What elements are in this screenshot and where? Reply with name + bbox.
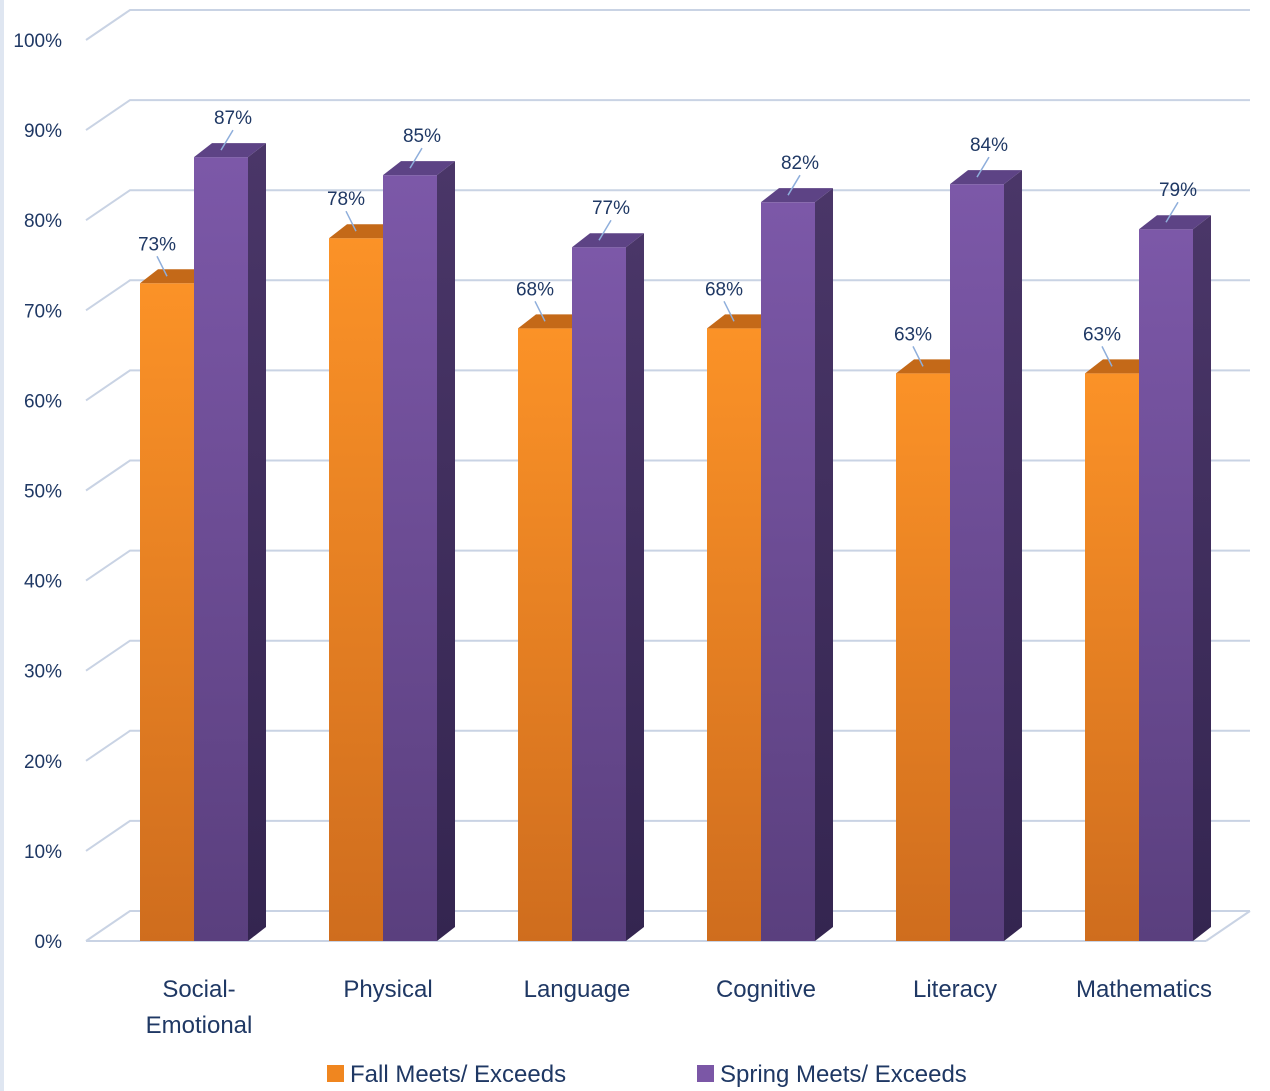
y-axis-ticks: 0% 10% 20% 30% 40% 50% 60% 70% 80% 90% 100% (13, 31, 62, 953)
leader-line (534, 300, 546, 322)
bar-spring-2 (572, 233, 644, 942)
left-edge-strip (0, 0, 4, 1091)
category-label: Physical (343, 976, 432, 1003)
leader-line (156, 255, 168, 277)
leader-line (409, 147, 423, 169)
y-tick-label: 70% (24, 301, 62, 322)
legend-item-fall: Fall Meets/ Exceeds (327, 1061, 566, 1088)
bar-front (761, 202, 815, 941)
data-label: 63% (1083, 324, 1121, 345)
y-tick-label: 10% (24, 842, 62, 863)
legend-swatch (697, 1065, 714, 1082)
bar-top (1139, 215, 1211, 230)
data-label: 68% (705, 279, 743, 300)
legend-swatch (327, 1065, 344, 1082)
data-label: 85% (403, 126, 441, 147)
bar-spring-1 (383, 161, 455, 941)
gridline-4 (85, 549, 1250, 582)
bars (140, 143, 1211, 942)
bar-side (626, 233, 644, 942)
bar-front (329, 238, 383, 942)
bar-spring-5 (1139, 215, 1211, 941)
y-tick-label: 40% (24, 572, 62, 593)
leader-line (1101, 346, 1113, 367)
bar-front (950, 184, 1004, 941)
bar-side (815, 188, 833, 941)
bar-front (572, 247, 626, 942)
legend-label: Fall Meets/ Exceeds (350, 1061, 566, 1088)
data-label: 87% (214, 108, 252, 129)
y-tick-label: 20% (24, 752, 62, 773)
bar-spring-3 (761, 188, 833, 941)
bar-top (194, 143, 266, 158)
legend-item-spring: Spring Meets/ Exceeds (697, 1061, 967, 1088)
bar-front (194, 157, 248, 941)
category-label: Cognitive (716, 976, 816, 1003)
bar-side (248, 143, 266, 941)
leader-line (220, 129, 234, 151)
gridline-5 (85, 459, 1250, 492)
bar-top (761, 188, 833, 203)
bar-front (518, 328, 572, 941)
y-tick-label: 30% (24, 662, 62, 683)
gridline-2 (85, 729, 1250, 762)
gridlines (85, 9, 1251, 942)
y-tick-label: 0% (35, 932, 63, 953)
y-tick-label: 80% (24, 211, 62, 232)
leader-line (976, 156, 990, 178)
gridline-0 (85, 910, 1250, 942)
y-tick-label: 100% (13, 31, 62, 52)
y-tick-label: 90% (24, 121, 62, 142)
category-label: Mathematics (1076, 976, 1212, 1003)
leader-line (723, 300, 735, 322)
bar-top (950, 170, 1022, 185)
bar-front (896, 373, 950, 941)
data-label: 78% (327, 189, 365, 210)
x-axis-categories: Social- Emotional Physical Language Cognitiv… (146, 976, 1212, 1039)
data-label: 77% (592, 198, 630, 219)
leader-line (345, 210, 357, 232)
category-label: Emotional (146, 1012, 253, 1039)
legend: Fall Meets/ Exceeds Spring Meets/ Exceeds (327, 1061, 967, 1088)
leader-line (912, 346, 924, 367)
bar-side (1193, 215, 1211, 941)
data-label: 73% (138, 234, 176, 255)
data-label: 82% (781, 153, 819, 174)
category-label: Social- (162, 976, 235, 1003)
gridline-9 (85, 99, 1250, 131)
bar-side (1004, 170, 1022, 941)
bar-front (140, 283, 194, 941)
leader-line (598, 219, 612, 241)
gridline-7 (85, 279, 1250, 312)
data-label: 68% (516, 279, 554, 300)
gridline-6 (85, 369, 1250, 402)
legend-label: Spring Meets/ Exceeds (720, 1061, 967, 1088)
data-label: 79% (1159, 180, 1197, 201)
data-labels: 73% 87% 78% 85% 68% 77% 68% 82% 63% 84% 63% 79% (138, 108, 1197, 367)
y-tick-label: 50% (24, 482, 62, 503)
bar-side (437, 161, 455, 941)
bar-front (707, 328, 761, 941)
leader-line (787, 174, 801, 196)
bar-top (383, 161, 455, 176)
category-label: Literacy (913, 976, 997, 1003)
gridline-1 (85, 819, 1250, 852)
floor-edge-right (1205, 910, 1251, 942)
bar-front (1139, 229, 1193, 941)
bar-front (1085, 373, 1139, 941)
gridline-3 (85, 639, 1250, 672)
data-label: 84% (970, 135, 1008, 156)
bar-top (572, 233, 644, 248)
bar-spring-0 (194, 143, 266, 941)
y-tick-label: 60% (24, 391, 62, 412)
bar-front (383, 175, 437, 941)
gridline-10 (85, 9, 1250, 41)
data-label: 63% (894, 324, 932, 345)
bar-spring-4 (950, 170, 1022, 941)
gridline-8 (85, 189, 1250, 222)
leader-line (1165, 201, 1179, 223)
category-label: Language (524, 976, 631, 1003)
